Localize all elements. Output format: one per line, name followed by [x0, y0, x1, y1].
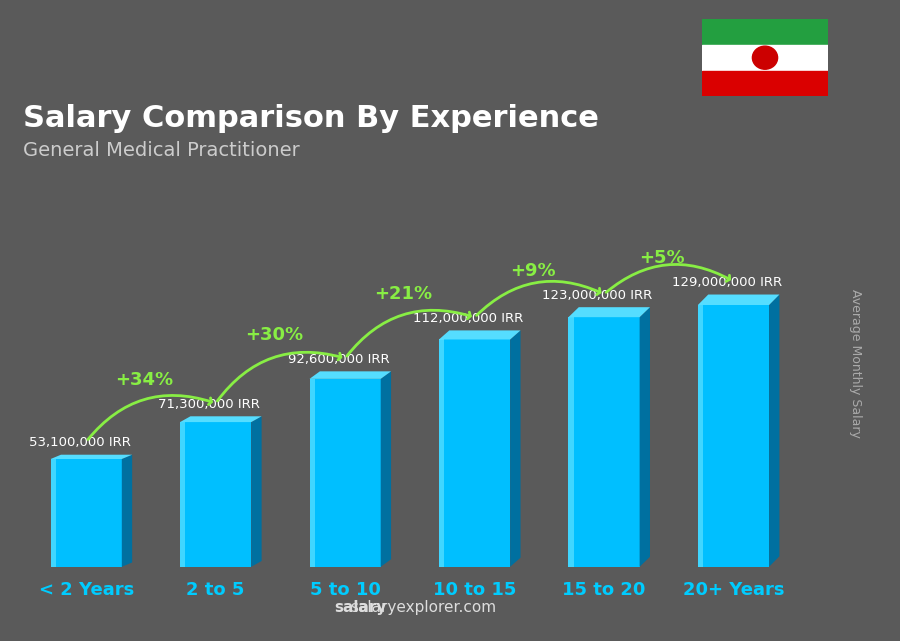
Polygon shape: [439, 340, 444, 567]
Text: 129,000,000 IRR: 129,000,000 IRR: [672, 276, 782, 289]
Polygon shape: [381, 371, 392, 567]
Text: salary: salary: [335, 601, 387, 615]
Text: 112,000,000 IRR: 112,000,000 IRR: [413, 312, 523, 325]
Text: Average Monthly Salary: Average Monthly Salary: [849, 290, 861, 438]
Bar: [50, 459, 122, 567]
Polygon shape: [50, 459, 56, 567]
Bar: [702, 45, 828, 71]
Polygon shape: [640, 307, 650, 567]
Bar: [569, 317, 640, 567]
Text: ☪: ☪: [759, 51, 771, 65]
Bar: [698, 305, 770, 567]
Text: 53,100,000 IRR: 53,100,000 IRR: [29, 437, 130, 449]
Text: salaryexplorer.com: salaryexplorer.com: [350, 601, 496, 615]
Polygon shape: [180, 416, 262, 422]
Polygon shape: [310, 379, 315, 567]
Polygon shape: [770, 294, 779, 567]
Polygon shape: [180, 422, 185, 567]
Polygon shape: [698, 305, 703, 567]
Polygon shape: [698, 294, 779, 305]
Polygon shape: [310, 371, 392, 379]
Polygon shape: [50, 454, 132, 459]
Text: 71,300,000 IRR: 71,300,000 IRR: [158, 398, 260, 411]
Bar: [310, 379, 381, 567]
Text: 123,000,000 IRR: 123,000,000 IRR: [543, 289, 652, 302]
Polygon shape: [251, 416, 262, 567]
Text: 92,600,000 IRR: 92,600,000 IRR: [288, 353, 390, 366]
Text: +30%: +30%: [245, 326, 303, 344]
Polygon shape: [439, 330, 520, 340]
Bar: [702, 19, 828, 45]
Polygon shape: [510, 330, 520, 567]
Polygon shape: [569, 317, 573, 567]
Polygon shape: [569, 307, 650, 317]
Text: Salary Comparison By Experience: Salary Comparison By Experience: [23, 104, 599, 133]
Bar: [180, 422, 251, 567]
Circle shape: [752, 46, 778, 69]
Text: General Medical Practitioner: General Medical Practitioner: [23, 141, 300, 160]
Text: +5%: +5%: [640, 249, 685, 267]
Bar: [702, 71, 828, 96]
Polygon shape: [122, 454, 132, 567]
Text: +34%: +34%: [115, 370, 174, 388]
Bar: [439, 340, 510, 567]
Text: +9%: +9%: [510, 262, 555, 279]
Text: +21%: +21%: [374, 285, 432, 303]
